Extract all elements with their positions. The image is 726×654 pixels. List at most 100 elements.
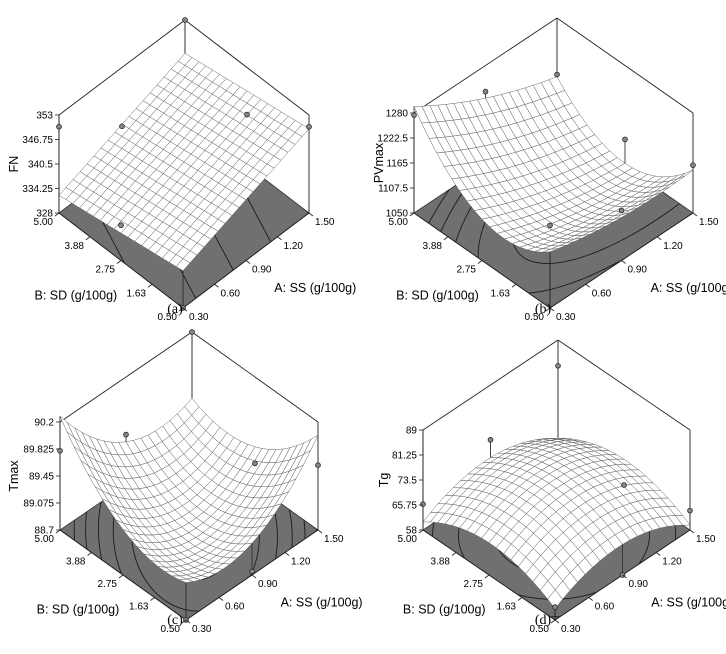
contour-segment [159, 596, 165, 601]
contour-segment [117, 250, 120, 253]
contour-segment [610, 262, 617, 267]
z-tick-label: 65.75 [392, 501, 417, 512]
contour-segment [254, 560, 257, 565]
design-point [555, 363, 561, 369]
x-tick-mark [245, 260, 251, 264]
contour-segment [458, 542, 461, 548]
contour-segment [260, 223, 264, 229]
contour-segment [131, 545, 134, 551]
contour-segment [163, 599, 169, 604]
contour-segment [642, 553, 646, 559]
contour-segment [534, 261, 542, 264]
x-tick-mark [251, 574, 257, 579]
panel-label: (d) [535, 613, 552, 628]
y-tick-label: 2.75 [98, 579, 118, 590]
contour-segment [256, 214, 260, 220]
contour-segment [586, 252, 593, 257]
z-tick-label: 1050 [386, 209, 409, 220]
contour-segment [105, 227, 108, 232]
contour-segment [674, 203, 680, 208]
contour-segment [218, 242, 222, 248]
y-tick-mark [116, 260, 122, 264]
x-tick-label: 1.50 [696, 534, 716, 545]
box-edge [422, 339, 559, 431]
x-tick-mark [214, 283, 219, 288]
y-tick-label: 2.75 [457, 265, 477, 276]
contour-segment [225, 256, 228, 260]
z-tick-label: 58 [406, 526, 418, 537]
z-tick-label: 328 [36, 209, 53, 220]
contour-segment [455, 198, 459, 204]
contour-segment [588, 273, 595, 277]
y-tick-label: 0.50 [530, 624, 550, 635]
design-point [306, 123, 312, 130]
contour-segment [205, 575, 212, 579]
x-tick-label: 1.20 [662, 557, 682, 568]
x-tick-label: 1.50 [315, 217, 335, 228]
x-tick-mark [549, 307, 555, 312]
contour-segment [458, 226, 462, 232]
contour-segment [133, 551, 136, 556]
response-surface [58, 53, 310, 272]
surface-cell [677, 169, 694, 180]
contour-segment [457, 232, 460, 238]
design-point [622, 136, 628, 143]
contour-segment [636, 228, 642, 233]
contour-segment [216, 238, 220, 244]
contour-segment [615, 240, 622, 244]
contour-segment [184, 608, 191, 612]
contour-segment [450, 207, 454, 213]
y-tick-mark [550, 619, 556, 624]
contour-segment [588, 592, 596, 595]
contour-segment [482, 223, 485, 229]
contour-segment [641, 225, 647, 230]
contour-segment [141, 573, 145, 578]
z-tick-label: 89.075 [23, 499, 54, 510]
contour-segment [465, 214, 468, 218]
contour-segment [183, 275, 185, 278]
x-tick-label: 0.60 [221, 288, 241, 299]
x-tick-label: 0.60 [595, 602, 615, 613]
contour-segment [152, 589, 155, 592]
contour-segment [447, 189, 450, 192]
contour-segment [255, 554, 259, 560]
contour-segment [598, 248, 605, 252]
contour-segment [116, 561, 120, 566]
contour-segment [651, 219, 657, 224]
y-tick-label: 1.63 [127, 288, 147, 299]
contour-segment [432, 524, 434, 530]
contour-segment [515, 249, 520, 255]
contour-segment [439, 200, 443, 205]
design-point [119, 123, 125, 130]
contour-segment [478, 239, 481, 245]
x-tick-label: 0.90 [258, 579, 278, 590]
contour-segment [440, 226, 444, 232]
contour-segment [480, 233, 482, 237]
contour-segment [100, 554, 103, 560]
x-tick-mark [218, 597, 224, 601]
contour-segment [433, 522, 435, 526]
contour-segment [455, 236, 458, 241]
design-point [249, 568, 255, 575]
contour-segment [580, 255, 587, 259]
y-tick-mark [181, 619, 187, 624]
y-tick-mark [451, 552, 457, 556]
y-tick-label: 3.88 [431, 557, 451, 568]
design-point [244, 111, 250, 118]
chart-panel-3: 0.30 0.60 0.90 1.20 1.50 0.50 1.63 2.75 3.88 5.00… [377, 339, 726, 635]
contour-segment [605, 265, 611, 270]
z-tick-label: 334.25 [22, 184, 53, 195]
box-edge [556, 17, 694, 114]
contour-segment [449, 212, 451, 215]
contour-segment [575, 595, 582, 598]
contour-segment [479, 236, 481, 240]
x-tick-mark [317, 529, 323, 534]
surface-cell [175, 258, 191, 272]
contour-segment [626, 234, 632, 239]
y-tick-mark [85, 236, 91, 241]
contour-segment [609, 242, 616, 247]
x-tick-label: 0.90 [629, 579, 649, 590]
y-tick-mark [150, 597, 155, 601]
design-point [182, 17, 188, 23]
